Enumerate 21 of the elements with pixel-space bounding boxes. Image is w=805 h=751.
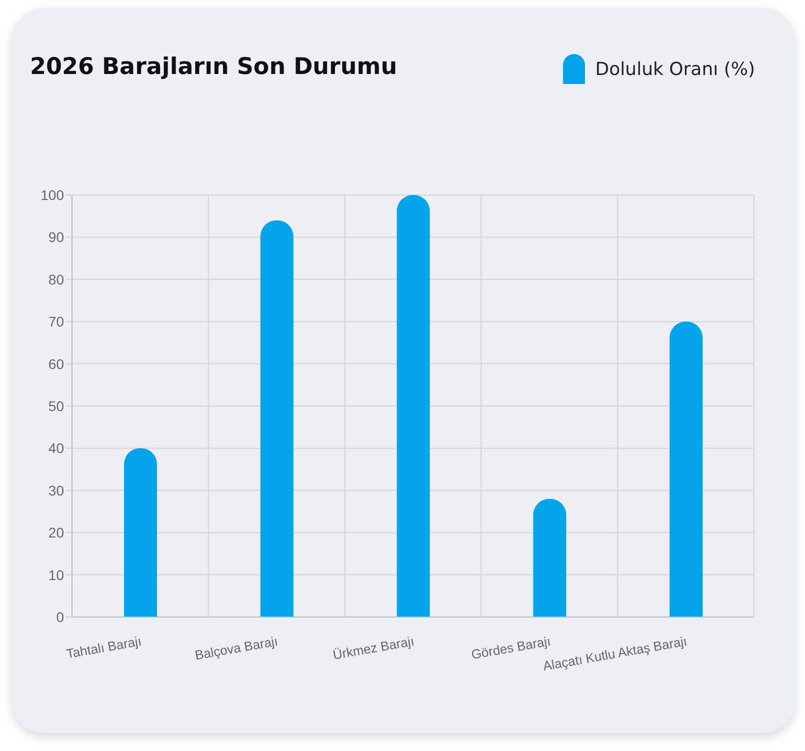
y-tick-label: 80	[48, 271, 64, 288]
chart-title: 2026 Barajların Son Durumu	[30, 54, 398, 80]
bar	[670, 322, 703, 617]
y-tick-label: 10	[48, 566, 64, 583]
bar	[260, 220, 294, 617]
y-tick-label: 50	[48, 398, 64, 414]
bar	[396, 195, 430, 617]
legend-label: Doluluk Oranı (%)	[595, 58, 755, 80]
y-tick-label: 20	[48, 524, 64, 541]
y-tick-label: 0	[56, 608, 64, 625]
x-tick-label: Balçova Barajı	[194, 633, 279, 663]
y-tick-label: 30	[48, 482, 64, 498]
bar	[124, 448, 157, 617]
y-tick-label: 40	[48, 440, 64, 456]
x-tick-label: Ürkmez Barajı	[332, 633, 416, 662]
y-tick-label: 70	[48, 314, 64, 330]
y-tick-label: 60	[48, 356, 64, 372]
y-tick-label: 90	[48, 229, 64, 246]
bar	[533, 498, 566, 617]
y-tick-label: 100	[40, 186, 64, 203]
x-tick-label: Tahtalı Barajı	[65, 633, 143, 662]
